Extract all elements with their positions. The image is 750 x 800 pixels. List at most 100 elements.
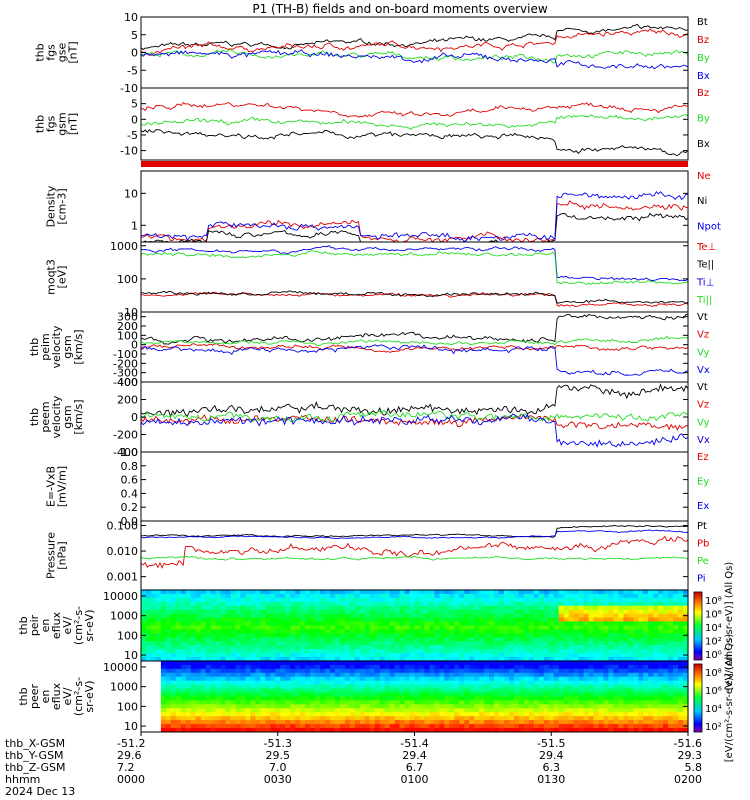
spectrogram-cell — [155, 644, 162, 650]
spectrogram-cell — [643, 624, 649, 630]
spectrogram-cell — [300, 688, 306, 693]
spectrogram-cell — [668, 727, 674, 732]
spectrogram-cell — [359, 692, 366, 697]
spectrogram-cell — [499, 719, 505, 725]
series-line-peim-vel-1 — [140, 343, 689, 353]
spectrogram-cell — [389, 601, 396, 606]
spectrogram-cell — [364, 601, 371, 606]
spectrogram-cell — [668, 688, 674, 693]
spectrogram-cell — [683, 636, 689, 642]
spectrogram-cell — [290, 695, 296, 701]
spectrogram-cell — [295, 617, 301, 622]
spectrogram-cell — [374, 605, 381, 610]
footer-value: 7.0 — [269, 761, 287, 774]
spectrogram-cell — [573, 660, 580, 665]
spectrogram-cell — [305, 703, 311, 709]
legend-pressure: Pe — [697, 556, 709, 567]
spectrogram-cell — [240, 699, 247, 705]
spectrogram-cell — [653, 699, 659, 705]
spectrogram-cell — [290, 656, 296, 661]
spectrogram-cell — [170, 703, 177, 709]
spectrogram-cell — [459, 656, 465, 661]
spectrogram-cell — [255, 648, 261, 654]
spectrogram-cell — [459, 715, 465, 721]
spectrogram-cell — [633, 695, 639, 701]
spectrogram-cell — [240, 640, 247, 646]
spectrogram-cell — [678, 636, 684, 642]
spectrogram-cell — [489, 660, 495, 665]
spectrogram-cell — [190, 688, 197, 693]
spectrogram-cell — [643, 605, 649, 610]
spectrogram-cell — [260, 648, 266, 654]
spectrogram-cell — [160, 715, 167, 721]
spectrogram-cell — [658, 609, 664, 614]
spectrogram-cell — [190, 644, 197, 650]
spectrogram-cell — [150, 640, 157, 646]
spectrogram-cell — [628, 676, 634, 681]
spectrogram-cell — [170, 680, 177, 685]
spectrogram-cell — [146, 636, 152, 642]
spectrogram-cell — [593, 597, 600, 602]
spectrogram-cell — [185, 688, 192, 693]
spectrogram-cell — [628, 617, 634, 622]
spectrogram-cell — [315, 668, 321, 673]
spectrogram-cell — [280, 648, 286, 654]
spectrogram-cell — [474, 628, 480, 634]
spectrogram-cell — [170, 613, 177, 618]
spectrogram-cell — [409, 617, 416, 622]
spectrogram-cell — [504, 640, 510, 646]
spectrogram-cell — [633, 593, 639, 598]
spectrogram-cell — [185, 719, 192, 725]
spectrogram-cell — [558, 672, 565, 677]
spectrogram-cell — [643, 723, 649, 728]
spectrogram-cell — [429, 664, 435, 669]
spectrogram-cell — [315, 613, 321, 618]
spectrogram-cell — [528, 617, 535, 622]
spectrogram-cell — [260, 703, 266, 709]
spectrogram-cell — [538, 684, 545, 689]
spectrogram-cell — [369, 640, 376, 646]
spectrogram-cell — [260, 656, 266, 661]
spectrogram-cell — [593, 648, 600, 654]
spectrogram-cell — [608, 680, 614, 685]
spectrogram-cell — [648, 597, 654, 602]
spectrogram-cell — [653, 664, 659, 669]
spectrogram-cell — [643, 648, 649, 654]
spectrogram-cell — [344, 660, 351, 665]
spectrogram-cell — [588, 640, 595, 646]
spectrogram-cell — [180, 601, 187, 606]
spectrogram-cell — [583, 636, 590, 642]
spectrogram-cell — [379, 668, 386, 673]
spectrogram-cell — [573, 723, 580, 728]
spectrogram-cell — [653, 640, 659, 646]
spectrogram-cell — [389, 624, 396, 630]
ylabel-peer-spec: (cm²-s- — [72, 677, 85, 716]
spectrogram-cell — [663, 605, 669, 610]
spectrogram-cell — [180, 589, 187, 594]
spectrogram-cell — [210, 644, 217, 650]
spectrogram-cell — [146, 656, 152, 661]
spectrogram-cell — [613, 676, 619, 681]
spectrogram-cell — [339, 613, 346, 618]
spectrogram-cell — [474, 648, 480, 654]
spectrogram-cell — [409, 680, 416, 685]
spectrogram-cell — [439, 715, 445, 721]
spectrogram-cell — [374, 668, 381, 673]
spectrogram-cell — [240, 624, 247, 630]
spectrogram-cell — [270, 723, 276, 728]
spectrogram-cell — [250, 613, 256, 618]
spectrogram-cell — [369, 680, 376, 685]
spectrogram-cell — [638, 660, 644, 665]
spectrogram-cell — [618, 593, 624, 598]
spectrogram-cell — [608, 723, 614, 728]
spectrogram-cell — [533, 644, 540, 650]
spectrogram-cell — [628, 660, 634, 665]
spectrogram-cell — [623, 715, 629, 721]
spectrogram-cell — [618, 715, 624, 721]
spectrogram-cell — [240, 617, 247, 622]
footer-value: 0130 — [537, 773, 565, 786]
spectrogram-cell — [374, 719, 381, 725]
spectrogram-cell — [449, 707, 455, 713]
spectrogram-cell — [419, 680, 426, 685]
spectrogram-cell — [683, 676, 689, 681]
